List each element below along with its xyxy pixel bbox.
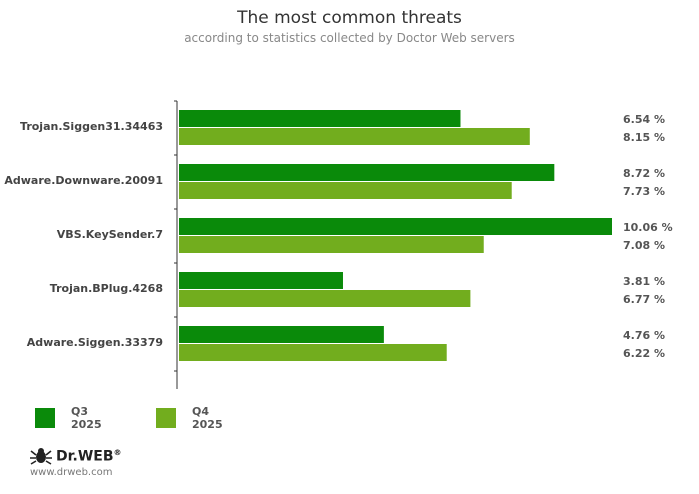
brand-url: www.drweb.com bbox=[30, 467, 113, 478]
value-label: 7.08 % bbox=[623, 239, 665, 252]
value-label: 3.81 % bbox=[623, 275, 665, 288]
category-label: Trojan.Siggen31.34463 bbox=[20, 120, 163, 133]
value-label: 10.06 % bbox=[623, 221, 673, 234]
category-label: Adware.Downware.20091 bbox=[4, 174, 163, 187]
legend-swatch-q4 bbox=[156, 408, 176, 428]
category-label: VBS.KeySender.7 bbox=[57, 228, 163, 241]
bar-q3 bbox=[179, 164, 555, 181]
chart-subtitle: according to statistics collected by Doc… bbox=[184, 31, 515, 45]
value-label: 6.77 % bbox=[623, 293, 665, 306]
chart-title: The most common threats bbox=[237, 8, 462, 28]
legend-item-q4: Q4 2025 bbox=[156, 405, 242, 431]
value-label: 8.72 % bbox=[623, 167, 665, 180]
bar-q3 bbox=[179, 272, 343, 289]
legend-swatch-q3 bbox=[35, 408, 55, 428]
bar-q4 bbox=[179, 128, 530, 145]
bar-q3 bbox=[179, 326, 384, 343]
legend-label-q3: Q3 2025 bbox=[71, 405, 102, 431]
legend-label-q4: Q4 2025 bbox=[192, 405, 223, 431]
bar-q4 bbox=[179, 290, 471, 307]
bar-q3 bbox=[179, 218, 612, 235]
bar-q3 bbox=[179, 110, 461, 127]
bar-q4 bbox=[179, 236, 484, 253]
legend: Q3 2025 Q4 2025 bbox=[35, 405, 277, 431]
value-label: 6.22 % bbox=[623, 347, 665, 360]
spider-icon bbox=[30, 448, 52, 465]
value-label: 6.54 % bbox=[623, 113, 665, 126]
value-label: 4.76 % bbox=[623, 329, 665, 342]
bar-q4 bbox=[179, 344, 447, 361]
value-label: 8.15 % bbox=[623, 131, 665, 144]
bar-chart: Trojan.Siggen31.34463 6.54 % 8.15 % Adware.… bbox=[4, 100, 673, 389]
category-label: Trojan.BPlug.4268 bbox=[50, 282, 163, 295]
legend-item-q3: Q3 2025 bbox=[35, 405, 121, 431]
bar-q4 bbox=[179, 182, 512, 199]
brand-name: Dr.WEB® bbox=[56, 447, 122, 465]
value-label: 7.73 % bbox=[623, 185, 665, 198]
category-label: Adware.Siggen.33379 bbox=[27, 336, 163, 349]
drweb-logo: Dr.WEB® www.drweb.com bbox=[30, 447, 122, 478]
